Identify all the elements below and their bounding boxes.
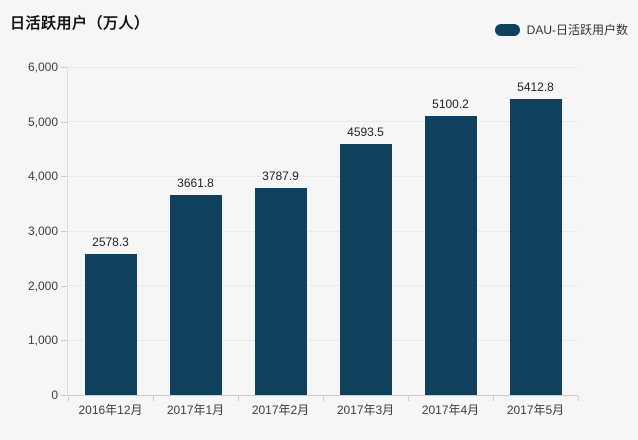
legend-swatch <box>494 23 520 36</box>
gridline <box>68 121 578 123</box>
y-axis-tick-label: 2,000 <box>27 278 58 293</box>
y-axis-tick-label: 0 <box>51 388 58 402</box>
bar[interactable] <box>339 143 392 395</box>
x-axis-tick <box>578 396 579 401</box>
bar[interactable] <box>254 187 307 395</box>
bar-slot: 3661.8 <box>153 67 238 395</box>
bar-value-label: 3787.9 <box>262 168 299 183</box>
y-axis-tick-label: 4,000 <box>27 169 58 184</box>
y-axis-tick-label: 3,000 <box>27 224 58 238</box>
y-axis-tick <box>61 121 67 123</box>
gridline <box>68 230 578 232</box>
bar-value-label: 2578.3 <box>92 235 129 250</box>
x-axis-category-label: 2017年3月 <box>336 403 395 417</box>
y-axis-tick-label: 6,000 <box>27 60 58 74</box>
bar-slot: 5412.8 <box>493 67 578 395</box>
x-axis-category-label: 2016年12月 <box>78 403 143 417</box>
bar-value-label: 5412.8 <box>517 80 554 95</box>
x-axis-category-label: 2017年4月 <box>421 403 480 417</box>
gridline <box>68 339 578 341</box>
x-axis-line <box>68 395 578 396</box>
x-axis-tick <box>238 396 239 401</box>
y-axis-tick <box>61 340 67 342</box>
bar[interactable] <box>509 99 562 395</box>
legend-label: DAU-日活跃用户数 <box>526 23 628 37</box>
bar[interactable] <box>84 254 137 395</box>
x-axis-category-label: 2017年1月 <box>166 403 225 417</box>
y-axis-tick-label: 5,000 <box>27 114 58 129</box>
gridline <box>68 175 578 177</box>
x-axis-tick <box>68 396 69 401</box>
bar-value-label: 5100.2 <box>432 97 469 112</box>
y-axis-labels: 0 1,000 2,000 3,000 4,000 5,000 6,000 <box>0 60 58 402</box>
y-axis-tick <box>61 395 67 396</box>
bar-value-label: 3661.8 <box>177 175 214 190</box>
y-axis-tick <box>61 285 67 287</box>
y-axis-tick <box>61 176 67 178</box>
bar-slot: 4593.5 <box>323 67 408 395</box>
bar-slot: 5100.2 <box>408 67 493 395</box>
x-axis-category-label: 2017年2月 <box>251 403 310 417</box>
gridline <box>68 285 578 287</box>
bar-slot: 2578.3 <box>68 67 153 395</box>
gridline <box>68 66 578 68</box>
bar[interactable] <box>169 194 222 395</box>
x-axis-tick <box>153 396 154 401</box>
bar-slot: 3787.9 <box>238 67 323 395</box>
bar-value-label: 4593.5 <box>347 124 384 139</box>
chart-title: 日活跃用户（万人） <box>10 15 150 32</box>
x-axis-tick <box>323 396 324 401</box>
y-axis-tick <box>61 67 67 68</box>
legend-item-dau[interactable]: DAU-日活跃用户数 <box>494 21 628 38</box>
y-axis-tick-label: 1,000 <box>27 333 58 348</box>
x-axis-labels: 2016年12月 2017年1月 2017年2月 2017年3月 2017年4月 2017… <box>68 401 578 419</box>
plot-area: 2578.3 3661.8 3787.9 4593.5 5100.2 5412.8 <box>68 66 578 395</box>
x-axis-tick <box>408 396 409 401</box>
x-axis-category-label: 2017年5月 <box>506 403 565 417</box>
y-axis-line <box>67 67 68 396</box>
y-axis-tick <box>61 231 67 232</box>
bar[interactable] <box>424 116 477 395</box>
x-axis-tick <box>493 396 494 401</box>
